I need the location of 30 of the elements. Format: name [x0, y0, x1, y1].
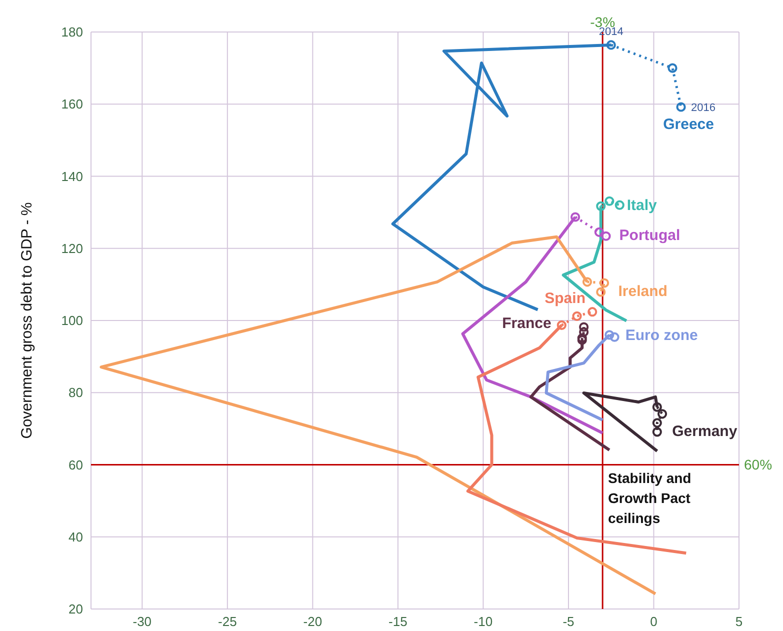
series-label: France [502, 314, 552, 332]
x-tick-label: -5 [562, 614, 574, 630]
series-label: Spain [544, 290, 586, 308]
series-label: Euro zone [625, 326, 698, 344]
annotation: 2014 [598, 26, 624, 38]
x-tick-label: -15 [388, 614, 408, 630]
annotation: 2016 [691, 102, 716, 114]
y-tick-label: 140 [61, 168, 83, 184]
ref-line-label: 60% [744, 456, 772, 473]
x-tick-label: 0 [650, 614, 658, 630]
text: Greece [663, 116, 714, 133]
x-tick-label: -20 [303, 614, 322, 630]
text: Portugal [619, 226, 680, 244]
y-tick-label: 40 [68, 529, 83, 544]
x-tick-label: -30 [132, 614, 152, 630]
y-axis-title: Government gross debt to GDP - % [18, 202, 36, 439]
series-label: Germany [672, 423, 738, 440]
annotation: Stability and Growth Pact ceilings [608, 469, 692, 528]
x-tick-label: -10 [474, 614, 493, 630]
y-tick-label: 180 [61, 24, 83, 40]
y-tick-label: 20 [68, 602, 83, 617]
series-label: Ireland [618, 282, 668, 300]
y-tick-label: 80 [68, 385, 83, 400]
y-tick-label: 160 [61, 96, 83, 112]
x-tick-label: -25 [218, 614, 237, 630]
x-tick-label: 5 [735, 614, 743, 630]
y-tick-label: 60 [68, 457, 83, 472]
y-tick-label: 120 [61, 240, 83, 256]
y-tick-label: 100 [61, 313, 83, 328]
series-label: Italy [626, 197, 658, 214]
